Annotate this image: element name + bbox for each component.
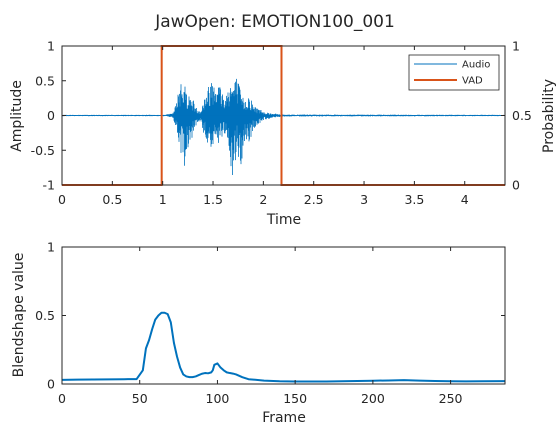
top-y-right-tick-label: 1 — [512, 39, 520, 54]
top-y-tick-label: -0.5 — [31, 143, 55, 158]
bottom-x-tick-label: 200 — [361, 391, 385, 406]
blendshape-series — [61, 311, 506, 383]
top-y-right-axis-label: Probability — [541, 79, 557, 153]
bottom-x-tick-label: 50 — [132, 391, 148, 406]
bottom-x-tick-label: 0 — [58, 391, 66, 406]
top-x-axis-label: Time — [266, 212, 301, 228]
top-x-tick-label: 3 — [360, 192, 368, 207]
audio-series — [61, 78, 506, 176]
top-x-tick-label: 1 — [159, 192, 167, 207]
legend-audio-label: Audio — [462, 60, 490, 71]
top-x-tick-label: 3.5 — [404, 192, 424, 207]
bottom-axes: 0 50 100 150 200 250 00.51 Frame Blendshape v… — [11, 240, 506, 426]
bottom-x-axis-label: Frame — [262, 410, 306, 426]
top-x-tick-label: 2.5 — [304, 192, 324, 207]
legend: Audio VAD — [408, 54, 500, 91]
bottom-y-tick-label: 0.5 — [35, 308, 55, 323]
top-y-right-ticks: 00.51 — [501, 39, 532, 193]
top-y-tick-label: -1 — [43, 178, 55, 193]
bottom-x-ticks: 0 50 100 150 200 250 — [58, 247, 463, 406]
top-y-tick-label: 1 — [47, 39, 55, 54]
bottom-x-tick-label: 250 — [439, 391, 463, 406]
top-axes: 0 0.5 1 1.5 2 2.5 3 3.5 4 -1-0.500.51 00.51 Time… — [9, 39, 557, 229]
bottom-y-axis-label: Blendshape value — [11, 253, 27, 378]
top-y-tick-label: 0 — [47, 108, 55, 123]
bottom-axes-frame — [61, 246, 506, 385]
figure-title: JawOpen: EMOTION100_001 — [154, 12, 395, 32]
top-y-right-tick-label: 0 — [512, 178, 520, 193]
bottom-y-tick-label: 0 — [47, 377, 55, 392]
top-x-tick-label: 4 — [461, 192, 469, 207]
top-y-axis-label: Amplitude — [9, 80, 25, 152]
bottom-y-tick-label: 1 — [47, 240, 55, 255]
bottom-x-tick-label: 100 — [206, 391, 230, 406]
bottom-plot-area — [61, 311, 506, 383]
top-x-tick-label: 0.5 — [102, 192, 122, 207]
top-y-ticks: -1 -0.5 0 0.5 1 — [31, 39, 66, 193]
top-y-tick-label: 0.5 — [35, 73, 55, 88]
legend-box — [408, 54, 500, 91]
top-x-tick-label: 0 — [58, 192, 66, 207]
legend-vad-label: VAD — [462, 76, 483, 87]
top-y-right-tick-label: 0.5 — [512, 108, 532, 123]
top-x-tick-label: 2 — [259, 192, 267, 207]
bottom-y-ticks: 00.51 — [35, 240, 505, 392]
bottom-x-tick-label: 150 — [283, 391, 307, 406]
top-x-tick-label: 1.5 — [203, 192, 223, 207]
top-x-ticks: 0 0.5 1 1.5 2 2.5 3 3.5 4 — [58, 46, 469, 207]
